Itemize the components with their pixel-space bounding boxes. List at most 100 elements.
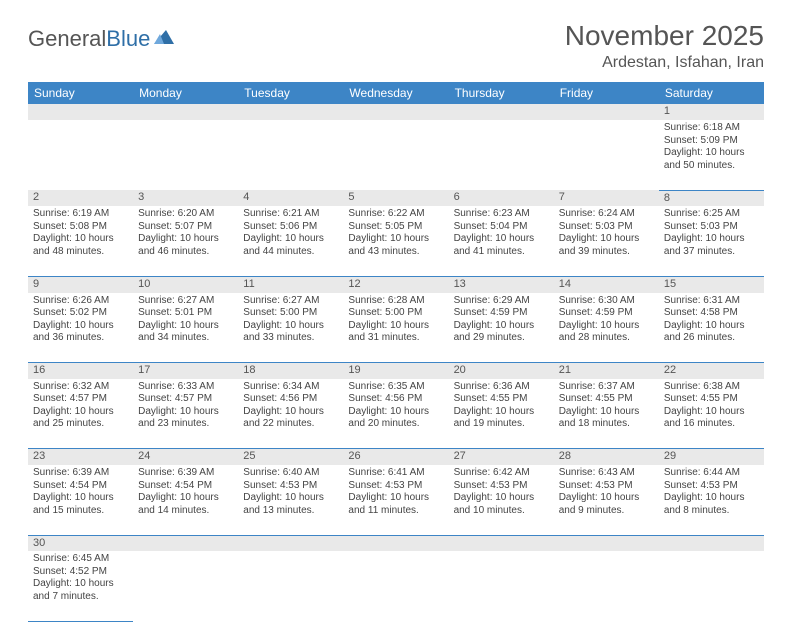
sunrise-text: Sunrise: 6:37 AM [559, 381, 654, 394]
day-number: 30 [28, 535, 133, 551]
sunset-text: Sunset: 5:06 PM [243, 221, 338, 234]
day-number: 19 [343, 363, 448, 379]
sunrise-text: Sunrise: 6:44 AM [664, 467, 759, 480]
day-number: 6 [449, 190, 554, 206]
day-cell: Sunrise: 6:44 AMSunset: 4:53 PMDaylight:… [659, 465, 764, 535]
daylight-text: Daylight: 10 hours [348, 406, 443, 419]
day-number: 25 [238, 449, 343, 465]
sunrise-text: Sunrise: 6:39 AM [138, 467, 233, 480]
day-number: 1 [659, 104, 764, 120]
day-number [238, 535, 343, 551]
daylight-text: Daylight: 10 hours [138, 492, 233, 505]
sunrise-text: Sunrise: 6:38 AM [664, 381, 759, 394]
sunrise-text: Sunrise: 6:36 AM [454, 381, 549, 394]
daylight-text-2: and 14 minutes. [138, 505, 233, 518]
day-cell: Sunrise: 6:32 AMSunset: 4:57 PMDaylight:… [28, 379, 133, 449]
sunset-text: Sunset: 5:00 PM [243, 307, 338, 320]
sunset-text: Sunset: 4:53 PM [559, 480, 654, 493]
day-cell: Sunrise: 6:18 AMSunset: 5:09 PMDaylight:… [659, 120, 764, 190]
day-cell: Sunrise: 6:20 AMSunset: 5:07 PMDaylight:… [133, 206, 238, 276]
sunset-text: Sunset: 5:09 PM [664, 135, 759, 148]
weekday-header: Saturday [659, 82, 764, 104]
daylight-text-2: and 11 minutes. [348, 505, 443, 518]
sunrise-text: Sunrise: 6:33 AM [138, 381, 233, 394]
day-number [133, 104, 238, 120]
daylight-text: Daylight: 10 hours [559, 492, 654, 505]
daylight-text-2: and 43 minutes. [348, 246, 443, 259]
day-cell: Sunrise: 6:43 AMSunset: 4:53 PMDaylight:… [554, 465, 659, 535]
daylight-text-2: and 39 minutes. [559, 246, 654, 259]
sunrise-text: Sunrise: 6:42 AM [454, 467, 549, 480]
day-number: 23 [28, 449, 133, 465]
daylight-text-2: and 34 minutes. [138, 332, 233, 345]
day-number: 7 [554, 190, 659, 206]
daylight-text-2: and 33 minutes. [243, 332, 338, 345]
sunrise-text: Sunrise: 6:29 AM [454, 295, 549, 308]
daylight-text: Daylight: 10 hours [348, 492, 443, 505]
daylight-text-2: and 31 minutes. [348, 332, 443, 345]
header: GeneralBlue November 2025 Ardestan, Isfa… [28, 20, 764, 72]
day-number: 15 [659, 276, 764, 292]
sunset-text: Sunset: 4:53 PM [348, 480, 443, 493]
sunrise-text: Sunrise: 6:32 AM [33, 381, 128, 394]
sunset-text: Sunset: 4:58 PM [664, 307, 759, 320]
daylight-text-2: and 10 minutes. [454, 505, 549, 518]
daylight-text: Daylight: 10 hours [243, 233, 338, 246]
day-number [238, 104, 343, 120]
daylight-text-2: and 46 minutes. [138, 246, 233, 259]
daylight-text-2: and 29 minutes. [454, 332, 549, 345]
day-number [449, 535, 554, 551]
day-number-row: 9101112131415 [28, 276, 764, 292]
daylight-text-2: and 9 minutes. [559, 505, 654, 518]
day-number [449, 104, 554, 120]
sunset-text: Sunset: 4:55 PM [664, 393, 759, 406]
sunrise-text: Sunrise: 6:19 AM [33, 208, 128, 221]
daylight-text-2: and 13 minutes. [243, 505, 338, 518]
day-cell: Sunrise: 6:28 AMSunset: 5:00 PMDaylight:… [343, 293, 448, 363]
weekday-header: Monday [133, 82, 238, 104]
day-cell: Sunrise: 6:21 AMSunset: 5:06 PMDaylight:… [238, 206, 343, 276]
week-row: Sunrise: 6:18 AMSunset: 5:09 PMDaylight:… [28, 120, 764, 190]
logo-sail-icon [152, 26, 176, 52]
sunrise-text: Sunrise: 6:39 AM [33, 467, 128, 480]
sunrise-text: Sunrise: 6:45 AM [33, 553, 128, 566]
day-cell: Sunrise: 6:40 AMSunset: 4:53 PMDaylight:… [238, 465, 343, 535]
sunrise-text: Sunrise: 6:25 AM [664, 208, 759, 221]
daylight-text: Daylight: 10 hours [138, 406, 233, 419]
sunset-text: Sunset: 4:57 PM [33, 393, 128, 406]
day-number: 26 [343, 449, 448, 465]
daylight-text: Daylight: 10 hours [138, 233, 233, 246]
day-cell: Sunrise: 6:29 AMSunset: 4:59 PMDaylight:… [449, 293, 554, 363]
sunrise-text: Sunrise: 6:27 AM [138, 295, 233, 308]
day-cell: Sunrise: 6:38 AMSunset: 4:55 PMDaylight:… [659, 379, 764, 449]
daylight-text-2: and 15 minutes. [33, 505, 128, 518]
daylight-text-2: and 18 minutes. [559, 418, 654, 431]
daylight-text-2: and 37 minutes. [664, 246, 759, 259]
day-number: 17 [133, 363, 238, 379]
day-number [554, 535, 659, 551]
day-number: 11 [238, 276, 343, 292]
sunrise-text: Sunrise: 6:18 AM [664, 122, 759, 135]
day-number: 22 [659, 363, 764, 379]
sunset-text: Sunset: 4:53 PM [454, 480, 549, 493]
daylight-text: Daylight: 10 hours [33, 320, 128, 333]
day-cell: Sunrise: 6:41 AMSunset: 4:53 PMDaylight:… [343, 465, 448, 535]
weekday-header: Wednesday [343, 82, 448, 104]
sunset-text: Sunset: 4:56 PM [243, 393, 338, 406]
sunset-text: Sunset: 4:55 PM [454, 393, 549, 406]
day-cell: Sunrise: 6:25 AMSunset: 5:03 PMDaylight:… [659, 206, 764, 276]
month-title: November 2025 [565, 20, 764, 52]
day-cell [28, 120, 133, 190]
day-cell [343, 120, 448, 190]
daylight-text: Daylight: 10 hours [33, 233, 128, 246]
sunset-text: Sunset: 4:59 PM [454, 307, 549, 320]
day-cell: Sunrise: 6:23 AMSunset: 5:04 PMDaylight:… [449, 206, 554, 276]
sunset-text: Sunset: 5:03 PM [559, 221, 654, 234]
week-row: Sunrise: 6:32 AMSunset: 4:57 PM Daylight:… [28, 379, 764, 449]
day-number-row: 2345678 [28, 190, 764, 206]
day-cell: Sunrise: 6:19 AMSunset: 5:08 PMDaylight:… [28, 206, 133, 276]
location: Ardestan, Isfahan, Iran [565, 54, 764, 72]
day-cell [133, 551, 238, 621]
sunset-text: Sunset: 4:55 PM [559, 393, 654, 406]
day-cell: Sunrise: 6:33 AMSunset: 4:57 PMDaylight:… [133, 379, 238, 449]
